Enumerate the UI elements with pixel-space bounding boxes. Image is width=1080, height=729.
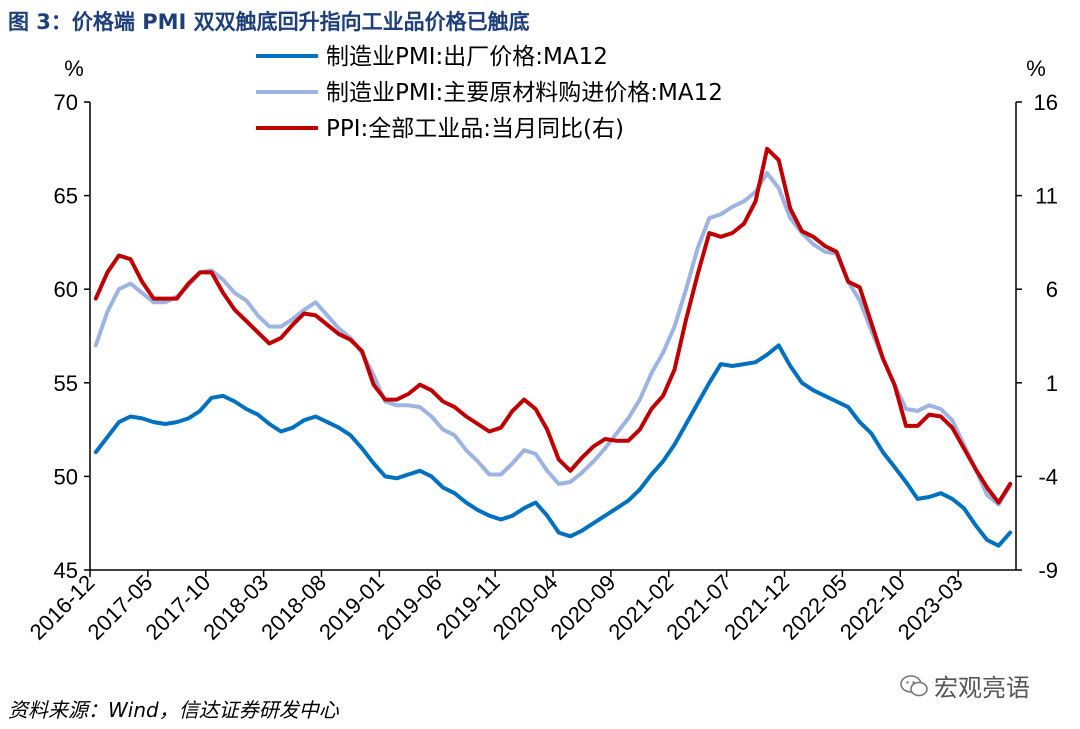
left-tick-label: 70 — [54, 90, 78, 115]
left-tick-label: 45 — [54, 558, 78, 583]
right-tick-label: -4 — [1038, 464, 1058, 489]
legend-label-2: 制造业PMI:主要原材料购进价格:MA12 — [326, 80, 723, 106]
right-tick-label: -9 — [1038, 558, 1058, 583]
chart-title: 图 3：价格端 PMI 双双触底回升指向工业品价格已触底 — [8, 10, 530, 34]
legend-label-1: 制造业PMI:出厂价格:MA12 — [326, 44, 608, 70]
left-tick-label: 50 — [54, 464, 78, 489]
right-tick-label: 11 — [1035, 184, 1058, 209]
x-tick-label: 2019-06 — [372, 570, 447, 645]
legend-label-3: PPI:全部工业品:当月同比(右) — [326, 116, 624, 142]
watermark-text: 宏观亮语 — [934, 674, 1030, 702]
left-tick-label: 60 — [54, 277, 78, 302]
x-tick-label: 2023-03 — [893, 570, 968, 645]
right-tick-label: 16 — [1034, 90, 1058, 115]
right-unit-label: % — [1026, 56, 1046, 81]
left-unit-label: % — [64, 56, 84, 81]
right-tick-label: 1 — [1046, 371, 1058, 396]
right-tick-label: 6 — [1046, 277, 1058, 302]
wechat-icon — [900, 674, 928, 696]
series-line-3 — [93, 146, 1013, 505]
series-layer — [93, 146, 1013, 548]
series-line-2 — [93, 171, 1013, 507]
legend: 制造业PMI:出厂价格:MA12 制造业PMI:主要原材料购进价格:MA12 PPI… — [256, 44, 723, 142]
series-line-1 — [93, 343, 1013, 548]
source-note: 资料来源：Wind，信达证券研发中心 — [8, 698, 339, 722]
watermark: 宏观亮语 — [900, 668, 1030, 703]
left-tick-label: 65 — [54, 184, 78, 209]
left-tick-label: 55 — [54, 371, 78, 396]
